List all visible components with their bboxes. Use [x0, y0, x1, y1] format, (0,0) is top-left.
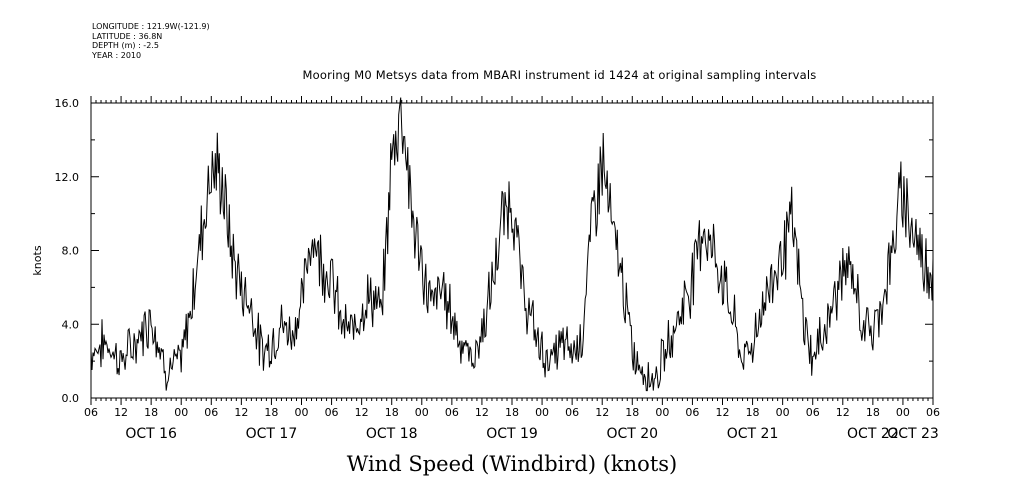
y-axis-label: knots — [31, 245, 44, 275]
x-day-label: OCT 22 — [847, 426, 899, 442]
x-hour-label: 12 — [475, 406, 489, 419]
x-hour-label: 18 — [505, 406, 519, 419]
x-hour-label: 12 — [716, 406, 730, 419]
x-hour-label: 18 — [746, 406, 760, 419]
x-hour-label: 06 — [926, 406, 940, 419]
x-hour-label: 00 — [174, 406, 188, 419]
x-hour-label: 00 — [415, 406, 429, 419]
x-hour-label: 12 — [114, 406, 128, 419]
chart-bottom-title: Wind Speed (Windbird) (knots) — [346, 452, 678, 476]
x-hour-label: 06 — [685, 406, 699, 419]
x-hour-label: 18 — [625, 406, 639, 419]
x-hour-label: 12 — [595, 406, 609, 419]
x-hour-label: 00 — [655, 406, 669, 419]
longitude-label: LONGITUDE : 121.9W(-121.9) — [92, 22, 210, 31]
x-day-label: OCT 23 — [887, 426, 939, 442]
x-hour-label: 00 — [295, 406, 309, 419]
x-hour-label: 00 — [896, 406, 910, 419]
x-hour-label: 06 — [806, 406, 820, 419]
x-hour-label: 18 — [144, 406, 158, 419]
x-hour-label: 18 — [385, 406, 399, 419]
x-hour-label: 00 — [535, 406, 549, 419]
x-day-label: OCT 17 — [246, 426, 298, 442]
x-hour-label: 06 — [325, 406, 339, 419]
x-day-label: OCT 19 — [486, 426, 538, 442]
y-tick-label: 0.0 — [62, 392, 80, 405]
x-hour-label: 06 — [84, 406, 98, 419]
chart-title: Mooring M0 Metsys data from MBARI instru… — [302, 68, 817, 82]
depth-label: DEPTH (m) : -2.5 — [92, 41, 159, 50]
x-day-label: OCT 16 — [125, 426, 177, 442]
metadata-block: LONGITUDE : 121.9W(-121.9) LATITUDE : 36… — [92, 22, 210, 60]
x-hour-label: 12 — [836, 406, 850, 419]
x-hour-label: 18 — [264, 406, 278, 419]
x-day-label: OCT 20 — [606, 426, 658, 442]
wind-speed-series-line — [90, 97, 934, 392]
x-hour-label: 06 — [565, 406, 579, 419]
x-hour-label: 00 — [776, 406, 790, 419]
y-tick-label: 4.0 — [62, 318, 80, 331]
x-day-label: OCT 21 — [727, 426, 779, 442]
x-hour-label: 12 — [234, 406, 248, 419]
y-tick-label: 12.0 — [55, 171, 80, 184]
x-hour-label: 06 — [445, 406, 459, 419]
x-hour-label: 12 — [355, 406, 369, 419]
x-hour-label: 06 — [204, 406, 218, 419]
y-tick-label: 8.0 — [62, 245, 80, 258]
year-label: YEAR : 2010 — [92, 50, 142, 60]
x-day-label: OCT 18 — [366, 426, 418, 442]
y-tick-label: 16.0 — [55, 97, 80, 110]
latitude-label: LATITUDE : 36.8N — [92, 31, 163, 41]
x-hour-label: 18 — [866, 406, 880, 419]
